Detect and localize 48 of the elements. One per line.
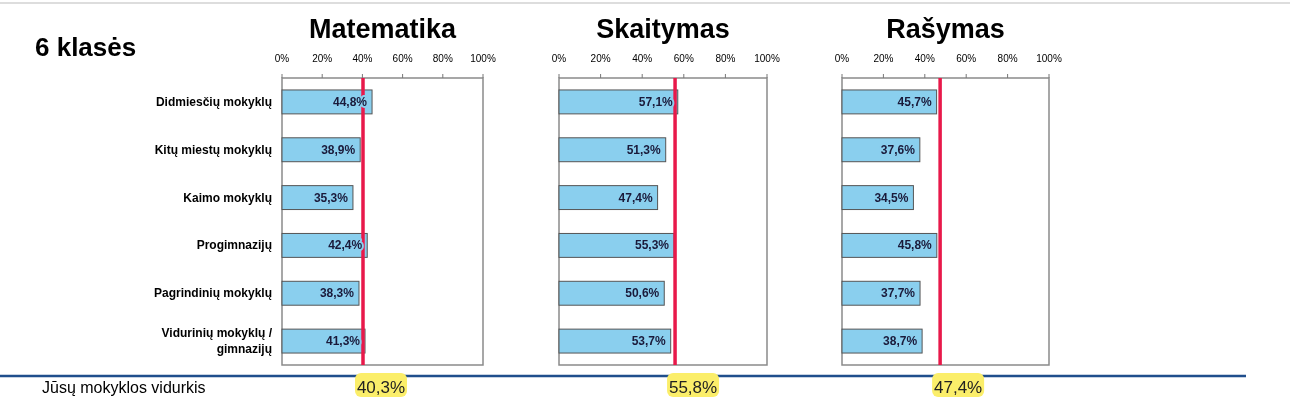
x-tick-label: 60% xyxy=(392,53,413,64)
y-tick-label: Progimnazijų xyxy=(196,238,272,253)
x-tick-label: 40% xyxy=(352,53,373,64)
data-label: 51,3% xyxy=(626,142,662,157)
data-label: 57,1% xyxy=(638,94,674,109)
data-label: 38,9% xyxy=(321,142,356,157)
x-tick-label: 20% xyxy=(873,53,894,64)
x-tick-label: 0% xyxy=(551,53,567,64)
y-tick-label: Kaimo mokyklų xyxy=(183,190,272,205)
y-tick-label: Didmiesčių mokyklų xyxy=(155,94,272,109)
data-label: 50,6% xyxy=(625,286,660,301)
data-label: 37,7% xyxy=(881,286,916,301)
x-tick-label: 0% xyxy=(834,53,850,64)
x-tick-label: 40% xyxy=(914,53,935,64)
ref-line-label: 40,3% xyxy=(356,378,406,397)
data-label: 47,4% xyxy=(618,190,653,205)
x-tick-label: 80% xyxy=(715,53,736,64)
data-label: 35,3% xyxy=(313,190,349,205)
data-label: 38,3% xyxy=(319,286,355,301)
x-tick-label: 100% xyxy=(754,53,780,64)
x-tick-label: 80% xyxy=(997,53,1018,64)
x-tick-label: 40% xyxy=(632,53,653,64)
ref-line-label: 47,4% xyxy=(934,378,983,397)
x-tick-label: 100% xyxy=(1036,53,1062,64)
y-tick-label: Kitų miestų mokyklų xyxy=(154,142,272,157)
data-label: 38,7% xyxy=(883,334,918,349)
x-tick-label: 60% xyxy=(956,53,977,64)
data-label: 45,7% xyxy=(897,94,932,109)
y-tick-label: Vidurinių mokyklų / gimnazijų xyxy=(161,326,273,357)
y-tick-label: Pagrindinių mokyklų xyxy=(153,286,272,301)
data-label: 53,7% xyxy=(631,334,667,349)
chart-title: Rašymas xyxy=(886,14,1005,44)
x-tick-label: 20% xyxy=(312,53,333,64)
text: Jūsų mokyklos vidurkis xyxy=(42,379,206,396)
data-label: 37,6% xyxy=(880,142,916,157)
chart-title: Matematika xyxy=(308,14,458,44)
x-tick-label: 20% xyxy=(590,53,611,64)
x-tick-label: 80% xyxy=(432,53,453,64)
x-tick-label: 60% xyxy=(673,53,694,64)
ref-line-label: 55,8% xyxy=(668,378,718,397)
x-tick-label: 100% xyxy=(470,53,496,64)
data-label: 34,5% xyxy=(874,190,909,205)
chart-title: Skaitymas xyxy=(596,14,730,44)
text: 6 klasės xyxy=(35,32,137,62)
x-tick-label: 0% xyxy=(274,53,290,64)
data-label: 55,3% xyxy=(634,238,670,253)
data-label: 41,3% xyxy=(325,334,361,349)
data-label: 45,8% xyxy=(897,238,933,253)
